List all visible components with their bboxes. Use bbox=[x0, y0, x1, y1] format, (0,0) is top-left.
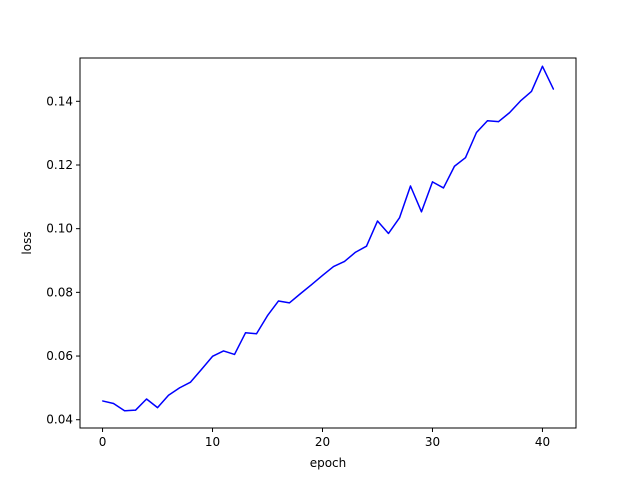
x-tick-label: 0 bbox=[99, 435, 107, 449]
data-point bbox=[464, 157, 467, 159]
data-point bbox=[541, 65, 544, 67]
plot-area bbox=[80, 58, 576, 428]
y-tick-label: 0.10 bbox=[46, 222, 73, 236]
data-point bbox=[519, 100, 522, 102]
data-point bbox=[299, 293, 302, 295]
data-point bbox=[321, 274, 324, 277]
y-axis-ticks: 0.04 0.06 0.08 0.10 0.12 0.14 bbox=[46, 94, 80, 427]
data-point bbox=[365, 245, 368, 247]
data-point bbox=[486, 120, 489, 122]
data-point bbox=[387, 232, 390, 235]
y-tick-label: 0.08 bbox=[46, 285, 73, 299]
y-tick-label: 0.12 bbox=[46, 158, 73, 172]
x-tick-label: 40 bbox=[535, 435, 550, 449]
data-point bbox=[376, 220, 379, 222]
plot-frame bbox=[79, 57, 577, 429]
x-tick-label: 20 bbox=[315, 435, 330, 449]
y-tick-label: 0.14 bbox=[46, 94, 73, 108]
data-point bbox=[123, 410, 126, 412]
data-point bbox=[189, 381, 192, 383]
y-axis-label: loss bbox=[20, 231, 34, 254]
data-point bbox=[145, 398, 148, 400]
data-point bbox=[475, 131, 478, 134]
x-tick-label: 30 bbox=[425, 435, 440, 449]
data-point bbox=[398, 217, 401, 219]
data-point bbox=[530, 90, 533, 93]
data-point bbox=[288, 302, 291, 304]
data-point bbox=[167, 394, 170, 396]
data-point bbox=[552, 88, 555, 90]
data-point bbox=[156, 407, 159, 409]
data-point bbox=[211, 355, 214, 357]
y-tick-label: 0.04 bbox=[46, 413, 73, 427]
data-point bbox=[332, 265, 335, 268]
y-tick-label: 0.06 bbox=[46, 349, 73, 363]
data-point bbox=[277, 300, 280, 302]
data-point bbox=[409, 185, 412, 187]
data-point bbox=[354, 251, 357, 253]
series-layer bbox=[101, 65, 555, 412]
data-point bbox=[497, 121, 500, 123]
data-point bbox=[266, 314, 269, 317]
data-point bbox=[244, 332, 247, 334]
data-point bbox=[233, 353, 236, 356]
x-axis-label: epoch bbox=[310, 456, 347, 470]
data-point bbox=[200, 368, 203, 371]
loss-series-line bbox=[102, 65, 555, 412]
data-point bbox=[222, 350, 225, 352]
data-point bbox=[134, 409, 137, 411]
x-axis-ticks: 0 10 20 30 40 bbox=[99, 428, 550, 449]
data-point bbox=[453, 165, 456, 167]
data-point bbox=[310, 284, 313, 286]
data-point bbox=[112, 402, 115, 405]
data-point bbox=[101, 400, 104, 402]
data-point bbox=[420, 211, 423, 213]
data-point bbox=[508, 112, 511, 114]
data-point bbox=[431, 181, 434, 183]
data-point bbox=[178, 387, 181, 389]
data-point bbox=[255, 333, 258, 335]
data-point bbox=[442, 187, 445, 189]
x-tick-label: 10 bbox=[205, 435, 220, 449]
data-point bbox=[343, 260, 346, 263]
